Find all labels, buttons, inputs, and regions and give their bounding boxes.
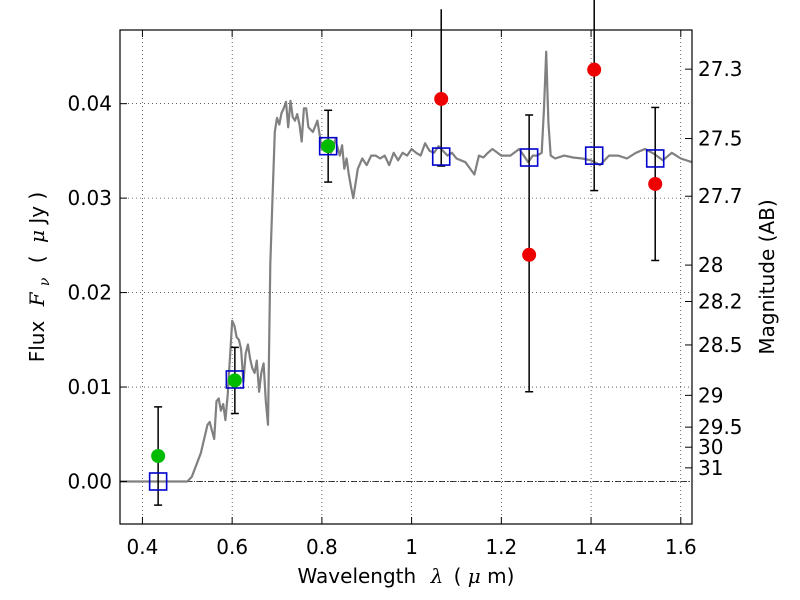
model-band-square-5 — [584, 146, 604, 165]
magnitude-tick-label-2: 27.7 — [698, 184, 743, 208]
model-band-square-2 — [318, 136, 338, 156]
model-band-markers — [148, 136, 665, 491]
magnitude-tick-label-0: 27.3 — [698, 57, 743, 81]
x-axis-label-text: Wavelength — [298, 564, 417, 588]
y-tick-label-0: 0.00 — [67, 469, 112, 493]
magnitude-axis-label: Magnitude (AB) — [755, 199, 779, 354]
x-tick-label-0: 0.4 — [127, 535, 159, 559]
x-axis-label: Wavelength λ ( μ m) — [298, 564, 515, 588]
model-band-square-4 — [519, 148, 539, 167]
magnitude-tick-label-5: 28.5 — [698, 333, 743, 357]
y-tick-label-2: 0.02 — [67, 281, 112, 305]
magnitude-tick-label-8: 30 — [698, 435, 723, 459]
magnitude-tick-label-3: 28 — [698, 253, 723, 277]
y-tick-label-4: 0.04 — [67, 92, 112, 116]
y-axis-label-F: F — [25, 291, 49, 307]
detection-point-2 — [321, 139, 336, 154]
detection-point-1 — [227, 373, 242, 388]
y-axis-label-mu: μ — [25, 230, 49, 243]
x-tick-label-6: 1.6 — [665, 535, 697, 559]
y-axis-label-text: Flux — [25, 321, 49, 363]
x-tick-label-3: 1 — [405, 535, 418, 559]
x-tick-label-5: 1.4 — [575, 535, 607, 559]
magnitude-tick-label-7: 29.5 — [698, 415, 743, 439]
x-tick-label-1: 0.6 — [216, 535, 248, 559]
model-band-square-0 — [148, 472, 168, 491]
measurement-point-1 — [522, 247, 537, 262]
plot-frame — [119, 29, 693, 525]
model-band-square-1 — [225, 370, 245, 389]
x-axis-ticks: 0.4 0.6 0.8 1 1.2 1.4 1.6 — [127, 30, 697, 559]
x-tick-label-4: 1.2 — [485, 535, 517, 559]
measurement-point-3 — [648, 176, 663, 191]
y-axis-label: Flux F ν ( μ Jy ) — [25, 192, 54, 363]
magnitude-tick-label-6: 29 — [698, 383, 723, 407]
x-axis-label-unit-close: m) — [487, 564, 514, 588]
magnitude-tick-label-4: 28.2 — [698, 290, 743, 314]
y-axis-label-nu: ν — [37, 277, 53, 286]
y-axis-label-unit-close: Jy ) — [25, 192, 49, 226]
magnitude-tick-label-9: 31 — [698, 456, 723, 480]
y-axis-ticks: 0.00 0.01 0.02 0.03 0.04 — [67, 92, 127, 493]
model-band-square-3 — [431, 147, 451, 166]
measurement-point-2 — [587, 62, 602, 77]
data-points — [151, 62, 663, 463]
y-tick-label-3: 0.03 — [67, 186, 112, 210]
detection-point-0 — [151, 448, 166, 463]
measurement-point-0 — [434, 91, 449, 106]
model-band-square-6 — [645, 149, 665, 168]
y-tick-label-1: 0.01 — [67, 375, 112, 399]
x-axis-label-mu: μ — [468, 564, 481, 588]
x-axis-label-lambda: λ — [430, 564, 444, 588]
magnitude-tick-label-1: 27.5 — [698, 127, 743, 151]
y-axis-label-unit-open: ( — [25, 255, 49, 263]
x-axis-label-unit-open: ( — [454, 564, 462, 588]
x-tick-label-2: 0.8 — [306, 535, 338, 559]
